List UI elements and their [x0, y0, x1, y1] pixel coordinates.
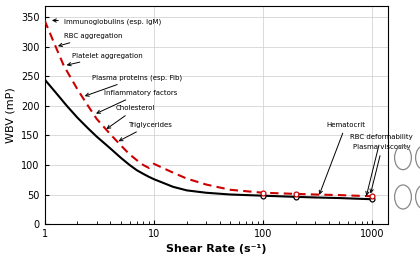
- Text: Immunoglobulins (esp. IgM): Immunoglobulins (esp. IgM): [53, 19, 161, 25]
- Y-axis label: WBV (mP): WBV (mP): [5, 87, 16, 143]
- Text: Platelet aggregation: Platelet aggregation: [68, 53, 143, 66]
- Text: Triglycerides: Triglycerides: [119, 122, 172, 141]
- Text: RBC deformability: RBC deformability: [349, 134, 412, 195]
- Text: Cholesterol: Cholesterol: [107, 105, 155, 128]
- Text: Inflammatory factors: Inflammatory factors: [97, 90, 177, 113]
- Text: Plasma viscosity: Plasma viscosity: [353, 144, 411, 192]
- X-axis label: Shear Rate (s⁻¹): Shear Rate (s⁻¹): [166, 244, 267, 255]
- Text: Hematocrit: Hematocrit: [319, 122, 365, 194]
- Text: RBC aggregation: RBC aggregation: [59, 33, 122, 47]
- Text: Plasma proteins (esp. Fib): Plasma proteins (esp. Fib): [86, 74, 182, 96]
